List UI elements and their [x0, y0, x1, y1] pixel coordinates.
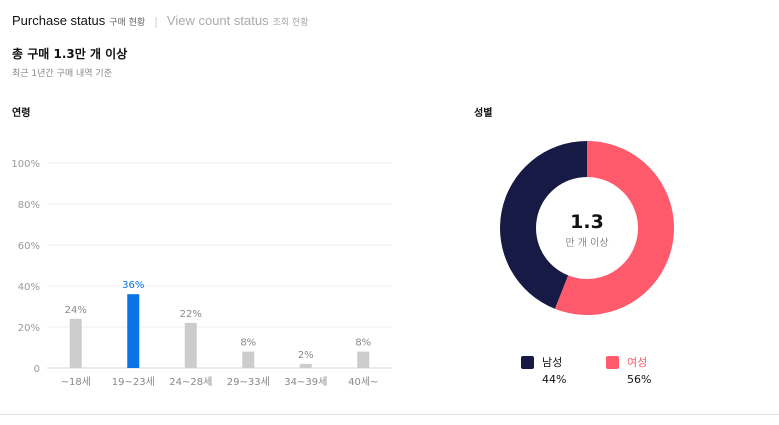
legend-label-male: 남성 [542, 356, 563, 369]
donut-slice [554, 141, 674, 315]
y-tick-label: 100% [11, 159, 40, 170]
gender-donut-chart: 1.3 만 개 이상 [500, 141, 674, 315]
tab-view-count-subtitle: 조회 현황 [272, 18, 309, 28]
summary-subtitle: 최근 1년간 구매 내역 기준 [12, 69, 112, 79]
legend-value-male: 44% [542, 373, 567, 386]
legend-label-female: 여성 [627, 356, 648, 369]
status-tabs: Purchase status 구매 현황 | View count status… [12, 10, 309, 30]
y-tick-label: 60% [18, 241, 40, 252]
donut-slices [500, 141, 674, 315]
bar-value-label: 36% [122, 280, 144, 291]
legend-swatch-female [606, 355, 619, 369]
tab-divider: | [154, 15, 158, 28]
summary-title: 총 구매 1.3만 개 이상 [12, 47, 128, 61]
bar [127, 294, 140, 368]
bar [69, 318, 82, 368]
legend-value-female: 56% [627, 373, 652, 386]
tab-view-count-status[interactable]: View count status 조회 현황 [167, 10, 309, 29]
bar [299, 363, 312, 368]
tab-view-count-title: View count status [166, 13, 269, 28]
x-tick-label: 29~33세 [227, 376, 270, 388]
bar-value-label: 8% [240, 338, 256, 349]
donut-slice [500, 141, 587, 309]
bar-value-label: 24% [65, 305, 87, 316]
bar [242, 351, 255, 368]
legend-swatch-male [521, 355, 534, 369]
gender-chart-title: 성별 [474, 108, 493, 119]
x-tick-label: 34~39세 [284, 376, 327, 388]
y-tick-label: 0 [34, 364, 40, 375]
bar [184, 322, 197, 368]
x-tick-label: 19~23세 [112, 376, 155, 388]
donut-center-value: 1.3 [570, 211, 604, 233]
age-bar-chart: 0 20% 40% 60% 80% 100% 24% ~18세 36% 19~23세 22% 24~2… [11, 159, 392, 388]
y-tick-label: 20% [18, 323, 40, 334]
donut-center-label: 만 개 이상 [565, 237, 608, 249]
x-tick-label: 40세~ [348, 376, 378, 388]
bar-value-label: 8% [355, 338, 371, 349]
x-tick-label: 24~28세 [169, 376, 212, 388]
bar [357, 351, 370, 368]
legend-item-female: 여성 56% [606, 354, 651, 386]
age-chart-title: 연령 [12, 108, 31, 119]
bar-value-label: 2% [298, 350, 314, 361]
tab-purchase-status-subtitle: 구매 현황 [109, 18, 146, 28]
bottom-divider [0, 414, 779, 415]
y-tick-label: 40% [18, 282, 40, 293]
legend-item-male: 남성 44% [521, 354, 566, 386]
x-tick-label: ~18세 [61, 376, 91, 388]
tab-purchase-status[interactable]: Purchase status 구매 현황 [12, 10, 145, 29]
y-tick-label: 80% [18, 200, 40, 211]
tab-purchase-status-title: Purchase status [12, 13, 106, 28]
bar-value-label: 22% [180, 309, 202, 320]
